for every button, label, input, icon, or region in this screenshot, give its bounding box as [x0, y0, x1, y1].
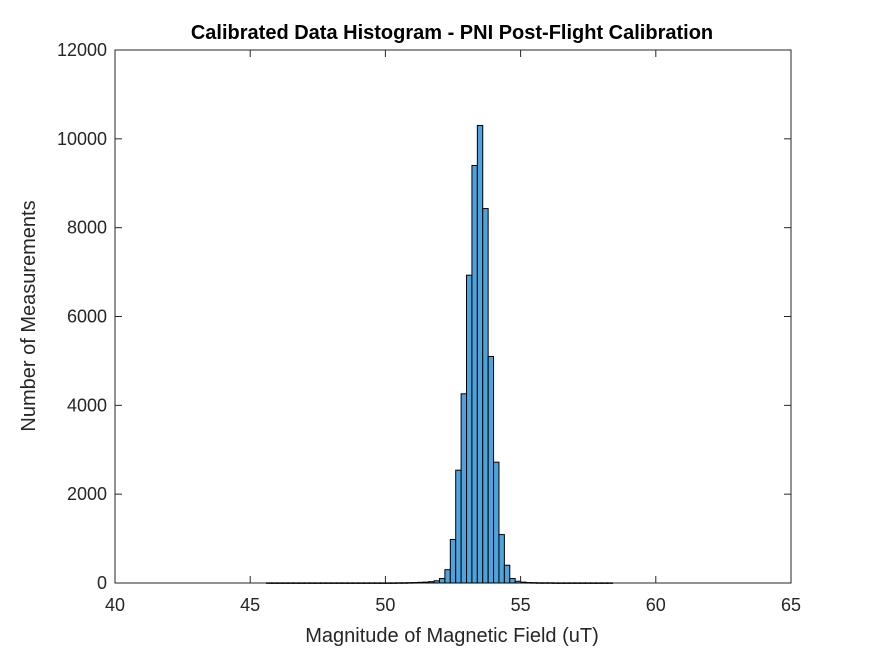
histogram-bar	[411, 582, 419, 584]
x-axis-ticks: 40 45 50 55 60 65	[105, 50, 801, 615]
histogram-bar	[395, 582, 403, 584]
histogram-bar	[552, 582, 559, 584]
histogram-bar	[347, 582, 354, 584]
histogram-bars	[265, 125, 614, 584]
histogram-bar	[401, 582, 408, 584]
histogram-bar	[579, 582, 586, 584]
x-tick-label: 60	[646, 595, 666, 615]
histogram-bar	[514, 580, 522, 584]
y-tick-label: 2000	[67, 484, 107, 504]
x-tick-label: 40	[105, 595, 125, 615]
histogram-bar	[352, 582, 359, 584]
histogram-bar	[390, 582, 397, 584]
y-tick-label: 0	[97, 573, 107, 593]
histogram-bar	[590, 582, 597, 584]
histogram-bar	[547, 582, 554, 584]
histogram-bar	[276, 582, 284, 584]
histogram-bar	[493, 461, 500, 584]
histogram-bar	[298, 582, 305, 584]
y-tick-label: 6000	[67, 307, 107, 327]
histogram-bar	[530, 582, 538, 584]
histogram-bar	[536, 582, 543, 584]
histogram-bar	[379, 582, 386, 584]
histogram-bar	[309, 582, 316, 584]
histogram-bar	[541, 582, 549, 584]
y-tick-label: 12000	[57, 40, 107, 60]
histogram-bar	[574, 582, 581, 584]
x-tick-label: 65	[781, 595, 801, 615]
histogram-bar	[584, 582, 592, 584]
histogram-bar	[363, 582, 370, 584]
histogram-bar	[336, 582, 343, 584]
histogram-bar	[314, 582, 322, 584]
histogram-bar	[563, 582, 570, 584]
histogram-bar	[438, 578, 446, 584]
histogram-bar	[601, 582, 608, 584]
histogram-bar	[368, 582, 376, 584]
histogram-bar	[292, 582, 300, 584]
histogram-bar	[444, 569, 451, 584]
histogram-bar	[433, 580, 440, 584]
histogram-bar	[503, 564, 511, 584]
histogram-bar	[449, 538, 457, 584]
histogram-bar	[460, 393, 468, 584]
y-axis-ticks: 0 2000 4000 6000 8000 10000 12000	[57, 40, 791, 593]
histogram-bar	[287, 582, 294, 584]
histogram-bar	[422, 581, 430, 584]
x-tick-label: 45	[240, 595, 260, 615]
histogram-bar	[330, 582, 338, 584]
histogram-bar	[455, 469, 462, 584]
y-tick-label: 8000	[67, 218, 107, 238]
plot-frame	[114, 49, 792, 584]
y-tick-label: 10000	[57, 129, 107, 149]
histogram-bar	[406, 582, 413, 584]
histogram-bar	[466, 274, 473, 584]
histogram-bar	[520, 581, 527, 584]
plot-area	[114, 49, 792, 584]
histogram-bar	[595, 582, 603, 584]
histogram-bar	[568, 582, 576, 584]
histogram-bar	[303, 582, 311, 584]
histogram-bar	[265, 582, 273, 584]
y-axis-label: Number of Measurements	[18, 200, 40, 431]
histogram-bar	[374, 582, 381, 584]
histogram-bar	[471, 164, 478, 584]
histogram-bar	[428, 581, 435, 584]
chart-title: Calibrated Data Histogram - PNI Post-Fli…	[191, 22, 713, 44]
histogram-bar	[606, 582, 614, 584]
histogram-bar	[384, 582, 392, 584]
histogram-bar	[557, 582, 565, 584]
x-axis-label: Magnitude of Magnetic Field (uT)	[305, 625, 598, 647]
histogram-bar	[525, 582, 532, 584]
histogram-bar	[341, 582, 349, 584]
histogram-bar	[476, 125, 484, 584]
histogram-bar	[271, 582, 278, 584]
histogram-bar	[498, 534, 505, 584]
histogram-bar	[509, 578, 516, 584]
histogram-bar	[482, 208, 489, 584]
histogram-bar	[417, 581, 424, 584]
histogram-bar	[487, 355, 495, 584]
histogram-bar	[357, 582, 365, 584]
x-tick-label: 50	[375, 595, 395, 615]
x-tick-label: 55	[511, 595, 531, 615]
y-tick-label: 4000	[67, 395, 107, 415]
histogram-bar	[320, 582, 327, 584]
histogram-bar	[282, 582, 289, 584]
histogram-bar	[325, 582, 332, 584]
